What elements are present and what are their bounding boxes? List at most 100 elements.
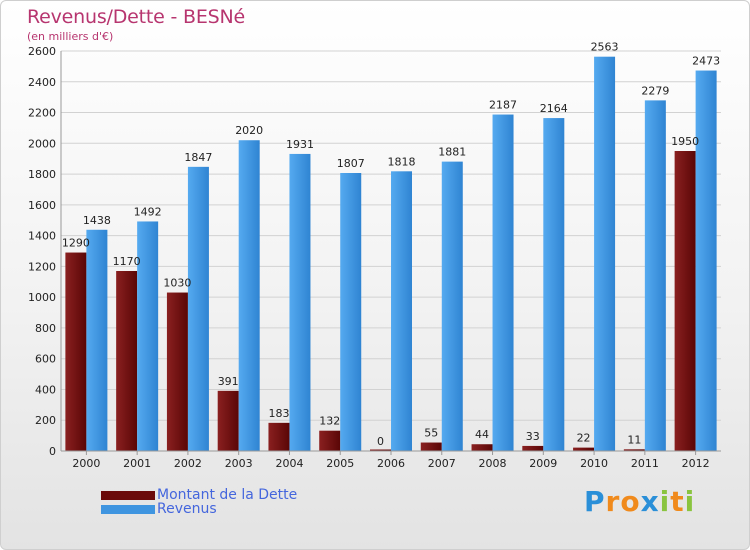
logo-letter: t [670, 485, 685, 518]
data-label-dette: 1950 [671, 135, 699, 148]
logo-letter: P [584, 485, 606, 518]
bar-dette [217, 390, 239, 451]
bar-dette [116, 271, 138, 451]
data-label-revenus: 1847 [184, 151, 212, 164]
axes: 0200400600800100012001400160018002000220… [28, 45, 721, 470]
data-label-revenus: 2020 [235, 124, 263, 137]
logo-letter: i [684, 485, 696, 518]
bar-dette [319, 430, 341, 451]
data-label-dette: 11 [627, 433, 641, 446]
x-tick-label: 2005 [326, 457, 354, 470]
data-label-revenus: 2279 [641, 84, 669, 97]
chart-subtitle: (en milliers d'€) [27, 30, 114, 43]
data-label-dette: 33 [526, 430, 540, 443]
data-label-dette: 55 [424, 427, 438, 440]
x-tick-label: 2000 [72, 457, 100, 470]
y-tick-label: 1200 [28, 260, 56, 273]
data-label-dette: 44 [475, 428, 489, 441]
logo-letter: r [605, 485, 621, 518]
legend-item-dette: Montant de la Dette [101, 487, 298, 503]
bar-revenus [187, 166, 209, 451]
bar-dette [420, 442, 442, 451]
x-tick-label: 2008 [479, 457, 507, 470]
legend-swatch-revenus [101, 504, 155, 514]
legend-label-dette: Montant de la Dette [157, 487, 298, 503]
y-tick-label: 1400 [28, 230, 56, 243]
bar-dette [623, 449, 645, 451]
bar-revenus [492, 114, 514, 452]
x-tick-label: 2010 [580, 457, 608, 470]
y-tick-label: 1600 [28, 199, 56, 212]
x-tick-label: 2007 [428, 457, 456, 470]
bars [65, 56, 717, 452]
bar-dette [268, 422, 290, 451]
x-tick-label: 2011 [631, 457, 659, 470]
data-label-revenus: 1438 [83, 214, 111, 227]
legend-label-revenus: Revenus [157, 501, 217, 517]
bar-revenus [644, 100, 666, 451]
bar-dette [65, 252, 87, 451]
data-label-dette: 183 [268, 407, 289, 420]
x-tick-label: 2006 [377, 457, 405, 470]
data-label-dette: 1030 [163, 277, 191, 290]
bar-dette [674, 151, 696, 451]
data-label-revenus: 1807 [337, 157, 365, 170]
y-tick-label: 1800 [28, 168, 56, 181]
logo-letter: x [640, 485, 660, 518]
data-label-revenus: 2473 [692, 55, 720, 68]
y-tick-label: 2600 [28, 45, 56, 58]
y-tick-label: 1000 [28, 291, 56, 304]
y-tick-label: 2200 [28, 107, 56, 120]
bar-revenus [441, 161, 463, 451]
data-label-revenus: 2187 [489, 99, 517, 112]
logo-letter: i [659, 485, 671, 518]
bar-dette [370, 449, 391, 451]
x-tick-label: 2009 [529, 457, 557, 470]
bar-dette [471, 444, 493, 451]
data-label-revenus: 1818 [388, 155, 416, 168]
x-tick-label: 2003 [225, 457, 253, 470]
y-tick-label: 2400 [28, 76, 56, 89]
bar-dette [522, 445, 544, 451]
bar-revenus [238, 140, 260, 451]
y-tick-label: 400 [35, 383, 56, 396]
y-tick-label: 600 [35, 353, 56, 366]
data-label-dette: 1170 [113, 255, 141, 268]
bar-revenus [137, 221, 159, 451]
bar-revenus [289, 153, 311, 451]
data-label-dette: 132 [319, 415, 340, 428]
y-tick-label: 800 [35, 322, 56, 335]
bar-dette [166, 292, 188, 451]
logo-letter: o [620, 485, 641, 518]
data-label-revenus: 1492 [134, 205, 162, 218]
bar-revenus [695, 70, 717, 452]
bar-revenus [86, 229, 108, 451]
bar-revenus [391, 171, 412, 452]
y-tick-label: 200 [35, 414, 56, 427]
legend-item-revenus: Revenus [101, 501, 217, 517]
x-tick-label: 2002 [174, 457, 202, 470]
proxiti-logo: Proxiti [584, 485, 695, 518]
data-label-revenus: 2563 [591, 41, 619, 54]
legend-swatch-dette [101, 490, 155, 500]
bar-revenus [340, 173, 362, 451]
data-labels: 1290 1438 1170 1492 1030 1847 391 2020 183 1931 13… [62, 41, 720, 448]
data-label-dette: 1290 [62, 237, 90, 250]
x-tick-label: 2001 [123, 457, 151, 470]
y-tick-label: 0 [49, 445, 56, 458]
bar-revenus [543, 118, 565, 452]
chart-title: Revenus/Dette - BESNé [27, 6, 246, 28]
data-label-dette: 0 [377, 435, 384, 448]
data-label-revenus: 1931 [286, 138, 314, 151]
bar-dette [573, 447, 595, 451]
data-label-dette: 391 [218, 375, 239, 388]
data-label-dette: 22 [577, 432, 591, 445]
y-tick-label: 2000 [28, 137, 56, 150]
data-label-revenus: 1881 [438, 146, 466, 159]
data-label-revenus: 2164 [540, 102, 568, 115]
bar-revenus [594, 56, 616, 451]
x-tick-label: 2004 [275, 457, 303, 470]
x-tick-label: 2012 [682, 457, 710, 470]
